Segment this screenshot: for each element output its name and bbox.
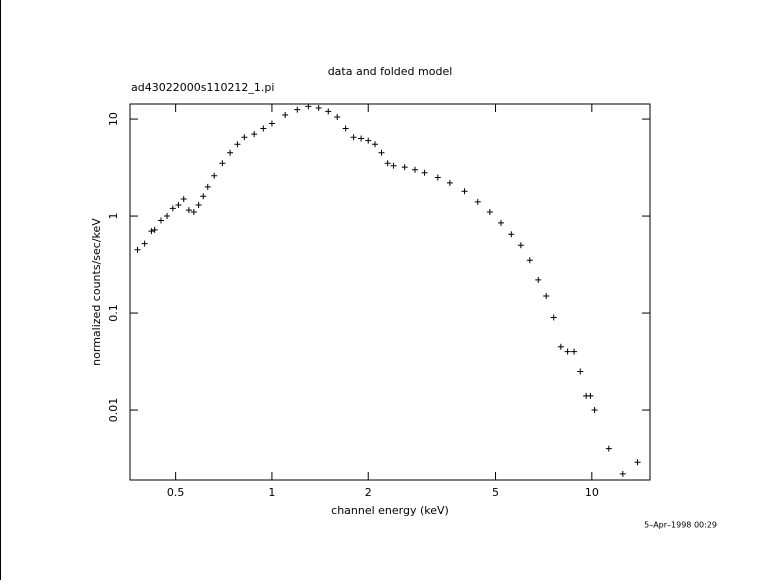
data-point bbox=[564, 348, 571, 355]
data-point bbox=[497, 219, 504, 226]
data-point bbox=[282, 112, 289, 119]
data-point bbox=[550, 314, 557, 321]
data-point bbox=[141, 240, 148, 247]
data-point bbox=[350, 134, 357, 141]
data-point bbox=[234, 141, 241, 148]
x-tick-label: 10 bbox=[585, 486, 599, 499]
data-point bbox=[535, 276, 542, 283]
data-point bbox=[372, 141, 379, 148]
data-point bbox=[315, 105, 322, 112]
data-point bbox=[175, 202, 182, 209]
data-point bbox=[211, 172, 218, 179]
data-point bbox=[158, 217, 165, 224]
data-point bbox=[219, 160, 226, 167]
x-tick-label: 5 bbox=[492, 486, 499, 499]
data-point bbox=[543, 292, 550, 299]
data-point bbox=[591, 407, 598, 414]
data-point bbox=[164, 213, 171, 220]
data-point bbox=[384, 160, 391, 167]
data-point bbox=[334, 114, 341, 121]
data-point bbox=[325, 108, 332, 115]
data-point bbox=[517, 242, 524, 249]
data-point bbox=[421, 169, 428, 176]
data-point bbox=[474, 198, 481, 205]
x-tick-label: 0.5 bbox=[167, 486, 185, 499]
data-point bbox=[508, 231, 515, 238]
data-point bbox=[260, 125, 267, 132]
data-point bbox=[619, 470, 626, 477]
data-point bbox=[305, 103, 312, 110]
data-point bbox=[151, 226, 158, 233]
data-point bbox=[605, 445, 612, 452]
data-point bbox=[587, 392, 594, 399]
data-point bbox=[411, 166, 418, 173]
chart-subtitle: ad43022000s110212_1.pi bbox=[131, 81, 274, 94]
timestamp: 5–Apr–1998 00:29 bbox=[644, 521, 717, 530]
data-point bbox=[204, 183, 211, 190]
data-point bbox=[390, 162, 397, 169]
x-tick-label: 2 bbox=[365, 486, 372, 499]
data-point bbox=[190, 209, 197, 216]
data-point bbox=[294, 106, 301, 113]
data-point bbox=[200, 193, 207, 200]
x-axis-label: channel energy (keV) bbox=[331, 504, 449, 517]
data-point bbox=[634, 459, 641, 466]
plot-frame bbox=[129, 103, 651, 481]
data-point bbox=[577, 368, 584, 375]
data-point bbox=[185, 207, 192, 214]
data-point bbox=[268, 120, 275, 127]
data-point bbox=[378, 149, 385, 156]
data-point bbox=[557, 343, 564, 350]
data-point bbox=[571, 348, 578, 355]
y-tick-label: 10 bbox=[107, 112, 120, 126]
data-point bbox=[169, 205, 176, 212]
data-point bbox=[461, 188, 468, 195]
data-point bbox=[195, 202, 202, 209]
data-point bbox=[486, 209, 493, 216]
data-point bbox=[358, 135, 365, 142]
y-tick-label: 0.01 bbox=[107, 398, 120, 423]
y-tick-label: 0.1 bbox=[107, 304, 120, 322]
data-point bbox=[251, 131, 258, 138]
y-axis-label: normalized counts/sec/keV bbox=[90, 218, 103, 366]
data-point bbox=[134, 246, 141, 253]
chart-title: data and folded model bbox=[328, 65, 453, 78]
data-point bbox=[365, 137, 372, 144]
data-point bbox=[401, 164, 408, 171]
data-point bbox=[446, 179, 453, 186]
data-point bbox=[227, 149, 234, 156]
data-point bbox=[526, 257, 533, 264]
y-tick-label: 1 bbox=[107, 213, 120, 220]
data-point bbox=[180, 195, 187, 202]
x-tick-label: 1 bbox=[268, 486, 275, 499]
data-point bbox=[148, 228, 155, 235]
data-point bbox=[434, 174, 441, 181]
data-point bbox=[342, 125, 349, 132]
data-point bbox=[241, 134, 248, 141]
